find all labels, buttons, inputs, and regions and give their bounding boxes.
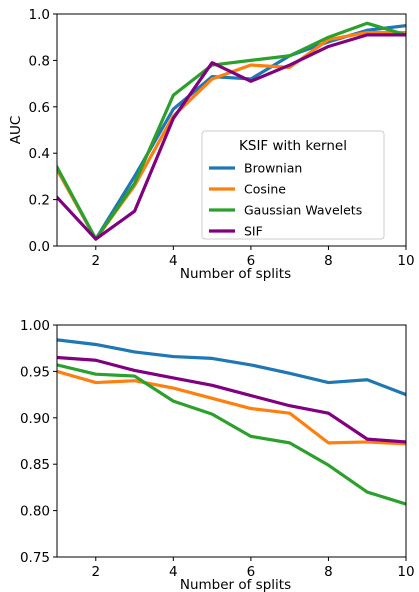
y-axis-label: AUC <box>8 116 24 145</box>
series-line-2 <box>57 369 406 446</box>
series-line-1 <box>57 338 406 397</box>
y-tick-label: 0.6 <box>29 100 50 116</box>
chart-2: 2 4 6 8 10 0.75 0.80 0.85 0.90 0.95 1.00 Number of … <box>20 318 415 592</box>
legend: KSIF with kernel Brownian Cosine Gaussian W… <box>201 130 385 240</box>
x-tick-label: 10 <box>397 253 414 269</box>
legend-entry-2: Cosine <box>244 182 286 197</box>
legend-entry-4: SIF <box>244 224 263 239</box>
y-tick-label: 0.80 <box>20 504 50 520</box>
x-tick-label: 8 <box>324 253 333 269</box>
y-tick-label: 0.4 <box>29 146 50 162</box>
x-tick-label: 6 <box>247 253 256 269</box>
y-tick-label: 0.2 <box>29 193 50 209</box>
series-group <box>57 21 406 241</box>
y-tick-label: 0.95 <box>20 364 50 380</box>
y-tick-label: 0.8 <box>29 53 50 69</box>
legend-title: KSIF with kernel <box>239 138 347 154</box>
legend-entry-1: Brownian <box>244 161 302 176</box>
x-tick-label: 4 <box>169 564 178 580</box>
y-tick-label: 0.85 <box>20 457 50 473</box>
y-tick-label: 0.0 <box>29 239 50 255</box>
y-tick-label: 1.00 <box>20 318 50 334</box>
x-tick-label: 2 <box>91 564 100 580</box>
series-line-4 <box>57 355 406 444</box>
series-line-4 <box>57 33 406 241</box>
chart-1: 2 4 6 8 10 0.0 0.2 0.4 0.6 0.8 1.0 Number of splits… <box>8 7 415 282</box>
legend-box <box>201 130 385 240</box>
x-tick-label: 10 <box>397 564 414 580</box>
plot-frame <box>56 13 407 247</box>
x-axis-label: Number of splits <box>180 577 291 592</box>
y-tick-label: 0.75 <box>20 550 50 566</box>
legend-entry-3: Gaussian Wavelets <box>244 203 362 218</box>
x-tick-label: 6 <box>247 564 256 580</box>
x-tick-label: 2 <box>91 253 100 269</box>
plot-frame <box>56 324 407 558</box>
series-line-3 <box>57 363 406 506</box>
y-tick-label: 1.0 <box>29 7 50 23</box>
x-tick-label: 4 <box>169 253 178 269</box>
x-axis-label: Number of splits <box>180 266 291 282</box>
y-tick-label: 0.90 <box>20 411 50 427</box>
x-tick-label: 8 <box>324 564 333 580</box>
series-line-3 <box>57 21 406 241</box>
series-group <box>57 338 406 506</box>
